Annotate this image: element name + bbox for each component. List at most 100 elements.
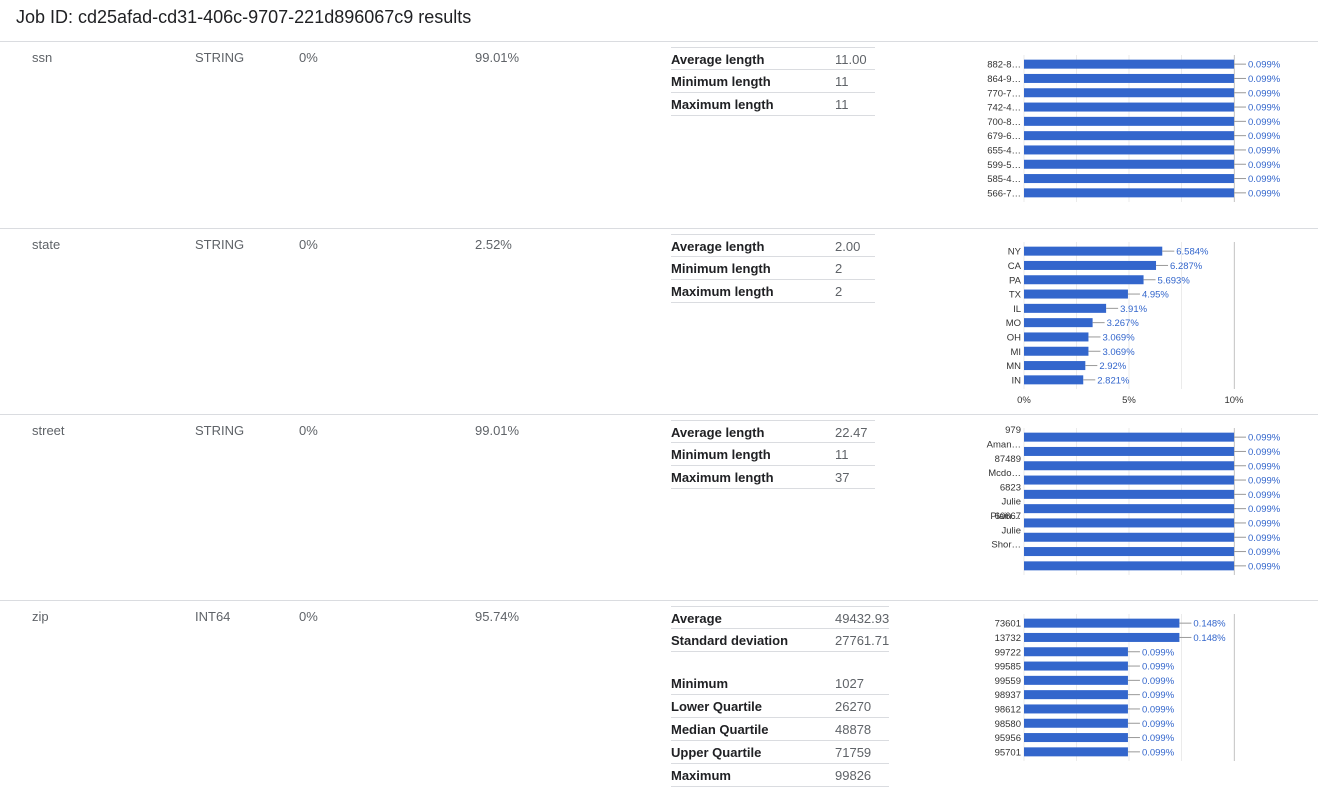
bar [1024,518,1234,528]
column-name: street [32,423,65,438]
data-label: 3.267% [1107,318,1140,329]
bar [1024,246,1163,256]
bar [1024,618,1180,628]
stat-value: 11.00 [835,52,867,67]
data-label: 4.95% [1142,290,1169,301]
category-label: 566-7… [987,188,1021,199]
state-top-values-chart: NY 6.584% CA 6.287% PA 5.693% TX 4.95% IL 3.91% MO… [1006,242,1244,406]
bar [1024,318,1093,328]
data-label: 0.099% [1142,676,1175,687]
data-label: 0.099% [1248,476,1281,487]
stat-row: Lower Quartile 26270 [671,695,889,718]
bar [1024,59,1234,69]
data-label: 0.099% [1248,447,1281,458]
null-percentage: 0% [299,50,318,65]
category-label-line: Julie [1001,497,1021,508]
category-label: CA [1008,261,1022,272]
stat-label: Average length [671,425,765,440]
bar [1024,489,1234,499]
stats-table: Average length 11.00 Minimum length 11 Max… [671,47,875,116]
stat-value: 2 [835,284,843,299]
stat-row: Median Quartile 48878 [671,718,889,741]
data-label: 0.148% [1193,633,1226,644]
unique-percentage: 99.01% [475,50,520,65]
category-label: 585-4… [987,174,1021,185]
category-label: TX [1009,290,1022,301]
category-label-line: 87489 [995,454,1021,465]
data-label: 6.287% [1170,261,1203,272]
data-label: 0.099% [1248,174,1281,185]
data-label: 0.099% [1248,117,1281,128]
data-label: 0.099% [1248,547,1281,558]
stat-value: 22.47 [835,425,868,440]
data-label: 0.099% [1248,88,1281,99]
null-percentage: 0% [299,609,318,624]
stat-label: Minimum [671,676,729,691]
stat-value: 2.00 [835,239,861,254]
category-label: 882-8… [987,60,1021,71]
stat-row: Minimum length 11 [671,70,875,93]
unique-percentage: 95.74% [475,609,520,624]
stat-spacer [671,652,889,672]
street-top-values-chart: 979 Aman… 0.099% 0.099% 87489 Mcdo… 0.099% 0.09… [987,425,1281,575]
table-row: state STRING 0% 2.52% Average length 2.00… [0,229,1318,415]
category-label: 700-8… [987,117,1021,128]
bar [1024,131,1234,141]
data-label: 0.099% [1248,188,1281,199]
category-label-line: Shor… [991,540,1021,551]
stat-row: Average length 22.47 [671,420,875,443]
stat-value: 11 [835,97,849,112]
data-label: 0.099% [1142,662,1175,673]
stat-label: Maximum length [671,470,774,485]
table-row: street STRING 0% 99.01% Average length 22… [0,415,1318,601]
category-label-line: Aman… [987,439,1021,450]
stat-row: Maximum length 2 [671,280,875,303]
category-label-line: Julie [1001,525,1021,536]
bar [1024,475,1234,485]
stat-value: 27761.71 [835,633,890,648]
category-label: 87489 Mcdo… [988,454,1021,479]
data-label: 0.099% [1248,160,1281,171]
category-label: 95701 [995,747,1021,758]
stat-row: Standard deviation 27761.71 [671,629,889,652]
data-label: 2.821% [1097,375,1130,386]
category-label: 60667 Julie Shor… [991,511,1021,551]
stat-row: Maximum 99826 [671,764,889,787]
bar [1024,375,1084,385]
bar [1024,504,1234,514]
stat-label: Average [671,611,722,626]
category-label: IL [1013,304,1021,315]
stat-label: Minimum length [671,261,771,276]
stat-row: Minimum 1027 [671,672,889,695]
stat-row: Maximum length 11 [671,93,875,116]
bar [1024,145,1234,155]
stat-row: Upper Quartile 71759 [671,741,889,764]
x-tick-label: 0% [1017,395,1031,406]
data-label: 6.584% [1176,247,1209,258]
bar [1024,188,1234,198]
data-label: 5.693% [1158,275,1191,286]
bar [1024,332,1089,342]
data-label: 0.099% [1248,433,1281,444]
bar [1024,661,1128,671]
stats-table: Average length 2.00 Minimum length 2 Maxim… [671,234,875,303]
stat-row: Minimum length 11 [671,443,875,466]
bar [1024,532,1234,542]
data-label: 0.099% [1248,131,1281,142]
category-label: 98580 [995,719,1021,730]
stat-label: Maximum length [671,284,774,299]
category-label: 679-6… [987,131,1021,142]
bar [1024,690,1128,700]
stat-value: 99826 [835,768,872,783]
data-label: 0.099% [1248,504,1281,515]
category-label: 770-7… [987,88,1021,99]
category-label-line: 6823 [1000,482,1021,493]
data-label: 0.099% [1248,145,1281,156]
table-row: ssn STRING 0% 99.01% Average length 11.00… [0,42,1318,229]
table-row: zip INT64 0% 95.74% Average 49432.93 Stan… [0,601,1318,796]
bar [1024,159,1234,169]
data-label: 3.069% [1102,347,1135,358]
bar [1024,174,1234,184]
stat-label: Minimum length [671,74,771,89]
column-type: STRING [195,423,245,438]
